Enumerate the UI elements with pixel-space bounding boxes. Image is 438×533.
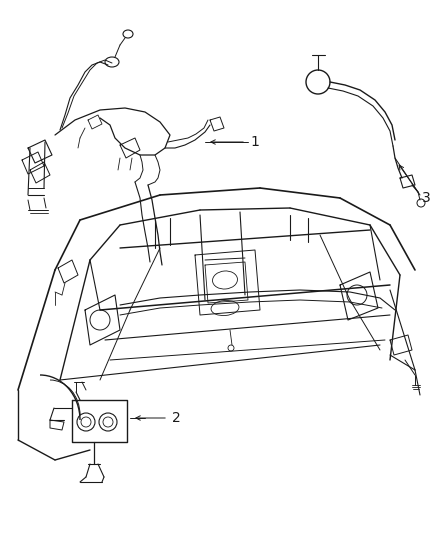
Text: 3: 3 — [422, 191, 431, 205]
Text: 2: 2 — [172, 411, 181, 425]
Text: 1: 1 — [250, 135, 259, 149]
